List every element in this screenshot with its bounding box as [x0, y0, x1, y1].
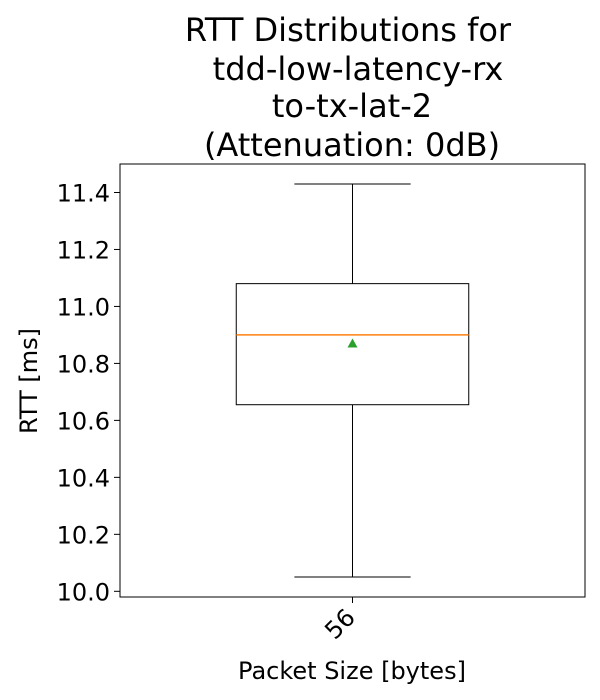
box-plot-series: [235, 183, 470, 578]
chart-title-line-4: (Attenuation: 0dB): [204, 126, 500, 164]
y-tick-label: 10.2: [57, 521, 110, 549]
box-56: [235, 183, 470, 578]
x-axis-label: Packet Size [bytes]: [238, 657, 466, 685]
y-tick-label: 11.2: [57, 236, 110, 264]
y-tick-label: 10.6: [57, 407, 110, 435]
x-axis-ticks: 56: [319, 597, 361, 645]
x-tick-label: 56: [319, 603, 360, 644]
y-tick-label: 10.0: [57, 578, 110, 606]
y-tick-label: 11.4: [57, 179, 110, 207]
y-tick-label: 10.8: [57, 350, 110, 378]
y-tick-label: 10.4: [57, 464, 110, 492]
chart-title-line-2: tdd-low-latency-rx: [213, 50, 504, 88]
mean-marker: [347, 338, 358, 348]
chart-title-line-1: RTT Distributions for: [185, 11, 512, 49]
y-tick-label: 11.0: [57, 293, 110, 321]
chart-title: RTT Distributions for tdd-low-latency-rx…: [185, 11, 512, 164]
y-axis-label: RTT [ms]: [15, 328, 43, 434]
y-axis-ticks: 10.0 10.2 10.4 10.6 10.8 11.0 11.2 11.4: [57, 179, 120, 606]
chart-title-line-3: to-tx-lat-2: [272, 87, 432, 125]
interquartile-box: [235, 283, 470, 406]
